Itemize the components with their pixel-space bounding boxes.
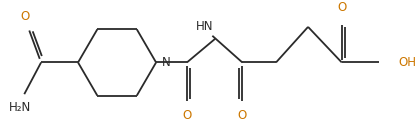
Text: H₂N: H₂N — [9, 101, 31, 114]
Text: HN: HN — [195, 20, 213, 33]
Text: O: O — [20, 10, 29, 23]
Text: O: O — [337, 1, 347, 14]
Text: N: N — [161, 56, 170, 69]
Text: O: O — [238, 109, 247, 122]
Text: OH: OH — [398, 56, 416, 69]
Text: O: O — [182, 109, 191, 122]
